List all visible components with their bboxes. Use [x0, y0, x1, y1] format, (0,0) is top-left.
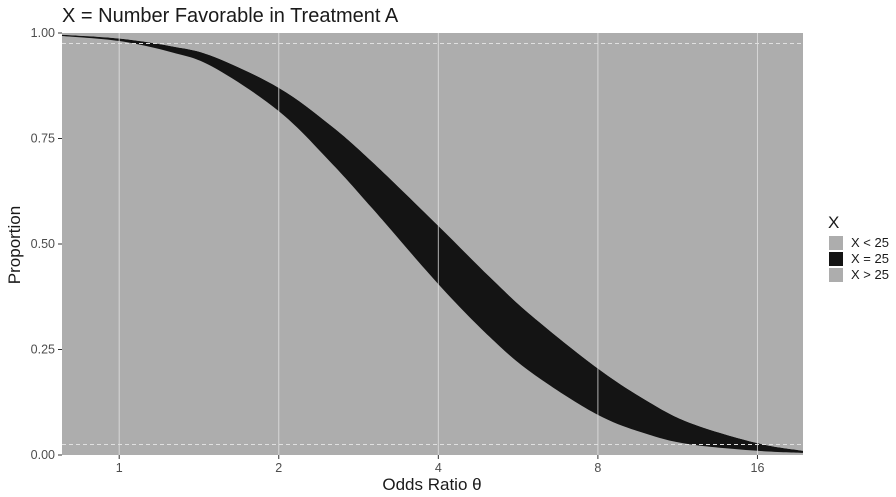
- legend-key: [829, 236, 843, 250]
- x-tick-label: 8: [594, 461, 601, 475]
- x-tick-label: 2: [275, 461, 282, 475]
- x-tick-label: 1: [116, 461, 123, 475]
- x-tick-label: 4: [435, 461, 442, 475]
- area-x-equal-25: [62, 34, 803, 453]
- y-axis-title: Proportion: [5, 206, 24, 284]
- legend-label: X = 25: [851, 251, 889, 266]
- legend-label: X > 25: [851, 267, 889, 282]
- legend-key: [829, 252, 843, 266]
- legend-label: X < 25: [851, 235, 889, 250]
- chart-title: X = Number Favorable in Treatment A: [62, 5, 399, 27]
- y-tick-label: 0.50: [31, 237, 55, 251]
- legend-key: [829, 268, 843, 282]
- y-tick-label: 0.25: [31, 343, 55, 357]
- y-tick-label: 1.00: [31, 26, 55, 40]
- x-tick-label: 16: [751, 461, 765, 475]
- legend: X X < 25X = 25X > 25: [828, 213, 889, 282]
- x-axis-title: Odds Ratio θ: [382, 475, 481, 494]
- area-x-greater-25: [62, 35, 803, 455]
- y-tick-label: 0.75: [31, 132, 55, 146]
- y-tick-label: 0.00: [31, 448, 55, 462]
- legend-title: X: [828, 213, 839, 232]
- area-x-less-25: [62, 33, 803, 451]
